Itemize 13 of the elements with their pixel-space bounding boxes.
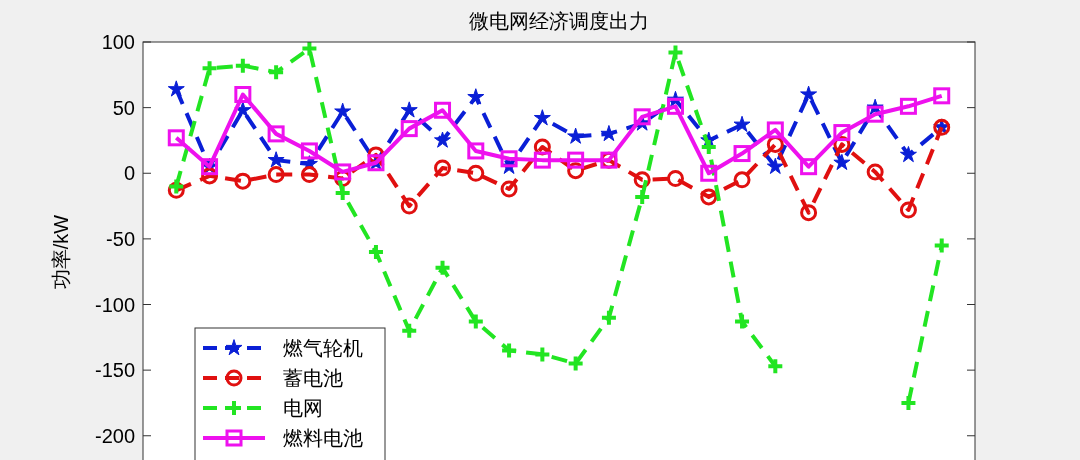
y-tick-label: 50 [112,96,135,119]
y-tick-label: -150 [94,359,135,382]
y-axis-title: 功率/kW [50,214,72,290]
y-tick-label: 0 [123,162,135,185]
y-tick-label: -50 [106,227,135,250]
y-tick-label: -100 [94,293,135,316]
chart-title: 微电网经济调度出力 [469,10,649,32]
legend-label: 电网 [283,397,323,419]
y-tick-label: 100 [101,31,135,53]
legend-label: 燃气轮机 [283,337,363,359]
y-tick-label: -200 [94,424,135,447]
legend-label: 蓄电池 [283,367,343,389]
legend-label: 燃料电池 [283,427,363,449]
